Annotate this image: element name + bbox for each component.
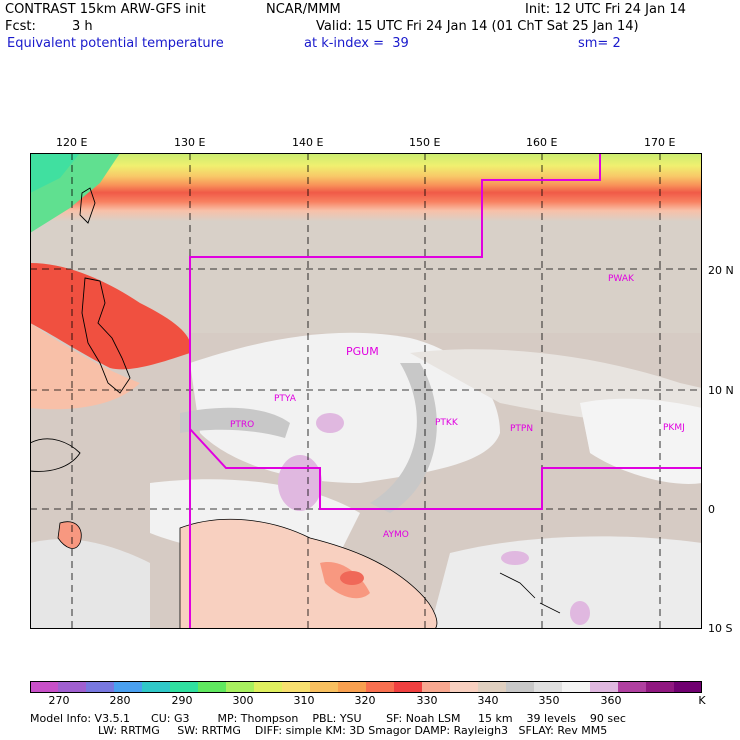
field-name: Equivalent potential temperature (7, 36, 224, 51)
colorbar-tick-340: 340 (477, 694, 499, 707)
colorbar-swatch (114, 681, 143, 693)
colorbar-tick-320: 320 (354, 694, 376, 707)
colorbar-swatch (534, 681, 563, 693)
station-ptro: PTRO (230, 420, 254, 430)
colorbar-swatch (506, 681, 535, 693)
lon-label-160: 160 E (526, 136, 558, 149)
colorbar-tick-310: 310 (293, 694, 315, 707)
colorbar-swatch (254, 681, 283, 693)
lat-label-10s: 10 S (708, 622, 733, 635)
fir-boundary (189, 153, 702, 629)
colorbar-tick-360: 360 (600, 694, 622, 707)
philippines (81, 277, 131, 394)
colorbar (30, 681, 702, 693)
colorbar-swatch (226, 681, 255, 693)
smoothing: sm= 2 (578, 36, 621, 51)
model-info-line2: LW: RRTMG SW: RRTMG DIFF: simple KM: 3D … (98, 724, 608, 737)
station-pkmj: PKMJ (663, 423, 685, 433)
theta-e-band (30, 153, 702, 333)
station-ptpn: PTPN (510, 424, 533, 434)
warm-core (30, 263, 191, 370)
colorbar-swatch (198, 681, 227, 693)
colorbar-swatch (562, 681, 591, 693)
colorbar-swatch (590, 681, 619, 693)
lon-label-120: 120 E (56, 136, 88, 149)
lat-label-10n: 10 N (708, 384, 734, 397)
level-index: at k-index = 39 (304, 36, 409, 51)
colorbar-swatch (86, 681, 115, 693)
init-time: Init: 12 UTC Fri 24 Jan 14 (525, 2, 686, 17)
station-pwak: PWAK (608, 274, 635, 284)
lat-label-20n: 20 N (708, 264, 734, 277)
taiwan (79, 187, 96, 224)
theta-e-map: PWAK PGUM PTYA PTRO PTKK PTPN PKMJ AYMO (30, 153, 702, 629)
colorbar-swatch (450, 681, 479, 693)
model-title: CONTRAST 15km ARW-GFS init (5, 2, 206, 17)
colorbar-swatch (674, 681, 702, 693)
lon-label-150: 150 E (409, 136, 441, 149)
colorbar-tick-280: 280 (109, 694, 131, 707)
organization: NCAR/MMM (266, 2, 341, 17)
lon-label-130: 130 E (174, 136, 206, 149)
station-aymo: AYMO (383, 530, 409, 540)
station-ptkk: PTKK (435, 418, 459, 428)
colorbar-swatch (422, 681, 451, 693)
model-info-line1: Model Info: V3.5.1 CU: G3 MP: Thompson P… (30, 712, 626, 725)
lon-label-170: 170 E (644, 136, 676, 149)
new-guinea (179, 518, 438, 629)
map-frame (30, 153, 702, 629)
colorbar-tick-290: 290 (171, 694, 193, 707)
colorbar-unit: K (698, 694, 706, 707)
colorbar-swatch (310, 681, 339, 693)
colorbar-swatch (366, 681, 395, 693)
colorbar-tick-350: 350 (538, 694, 560, 707)
colorbar-tick-270: 270 (48, 694, 70, 707)
colorbar-tick-300: 300 (232, 694, 254, 707)
colorbar-swatch (618, 681, 647, 693)
station-pgum: PGUM (346, 345, 379, 358)
colorbar-swatch (394, 681, 423, 693)
colorbar-tick-330: 330 (416, 694, 438, 707)
lat-label-equator: 0 (708, 503, 715, 516)
colorbar-swatch (646, 681, 675, 693)
colorbar-swatch (338, 681, 367, 693)
colorbar-swatch (142, 681, 171, 693)
valid-time: Valid: 15 UTC Fri 24 Jan 14 (01 ChT Sat … (316, 19, 639, 34)
colorbar-swatch (30, 681, 59, 693)
colorbar-swatch (478, 681, 507, 693)
forecast-label: Fcst: (5, 19, 36, 34)
colorbar-swatch (282, 681, 311, 693)
station-ptya: PTYA (274, 394, 297, 404)
lon-label-140: 140 E (292, 136, 324, 149)
colorbar-swatch (58, 681, 87, 693)
forecast-hour: 3 h (72, 19, 93, 34)
colorbar-swatch (170, 681, 199, 693)
purple-patch (278, 455, 322, 511)
